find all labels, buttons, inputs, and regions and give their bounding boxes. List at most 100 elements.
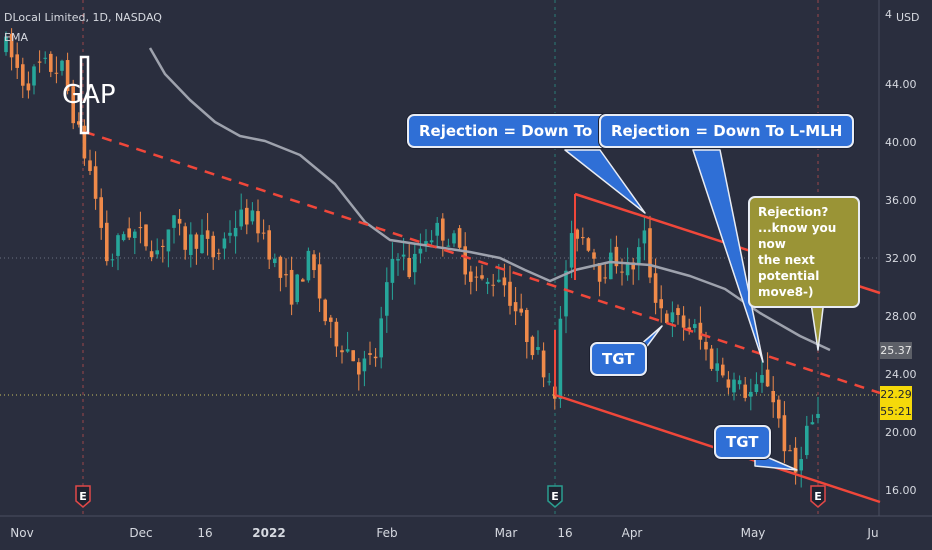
candle-body-94	[525, 310, 529, 342]
candle-body-114	[637, 247, 641, 266]
candle-body-68	[379, 318, 383, 358]
candle-body-133	[743, 384, 747, 398]
candle-body-35	[194, 234, 199, 249]
candle-body-139	[777, 399, 781, 419]
candle-body-60	[334, 321, 339, 347]
candle-body-66	[368, 353, 372, 355]
candle-body-89	[497, 279, 501, 282]
candle-body-23	[127, 228, 131, 238]
event-marker-2	[547, 485, 563, 508]
candle-body-20	[110, 259, 115, 261]
callout-rejection-lmlh: Rejection = Down To L-MLH	[599, 114, 855, 148]
candle-body-7	[37, 61, 42, 63]
candle-body-122	[681, 315, 686, 328]
x-tick-label-5: Feb	[376, 526, 397, 540]
candle-body-65	[362, 358, 367, 372]
x-tick-label-8: Apr	[622, 526, 643, 540]
callout-rejection-cl: Rejection = Down To CL	[407, 114, 631, 148]
candle-body-86	[480, 275, 484, 279]
candle-body-82	[457, 228, 462, 248]
candle-body-42	[233, 227, 238, 237]
candle-body-40	[222, 238, 227, 249]
candle-body-121	[676, 308, 680, 316]
candle-body-98	[547, 381, 551, 383]
candle-body-125	[698, 322, 703, 340]
candle-body-41	[228, 232, 232, 236]
candle-body-37	[205, 230, 210, 239]
y-tick-label-3: 40.00	[885, 136, 917, 149]
candle-body-32	[177, 218, 182, 224]
candle-body-117	[653, 273, 658, 303]
candle-body-61	[340, 350, 344, 353]
median-line-dashed	[84, 130, 881, 395]
candle-body-69	[385, 282, 389, 316]
candle-body-49	[273, 258, 277, 264]
candle-body-80	[446, 245, 451, 247]
x-tick-label-9: May	[741, 526, 766, 540]
candle-body-38	[211, 235, 215, 258]
candle-body-25	[138, 227, 143, 229]
candle-body-59	[329, 317, 333, 322]
candle-body-18	[99, 197, 103, 228]
candle-body-116	[648, 228, 652, 278]
x-tick-label-1: Nov	[10, 526, 33, 540]
x-tick-label-7: 16	[557, 526, 572, 540]
candle-body-34	[189, 234, 193, 256]
indicator-label: EMA	[4, 31, 28, 44]
candle-body-88	[491, 284, 495, 286]
candle-body-120	[670, 312, 675, 323]
candle-body-134	[749, 391, 753, 397]
candle-body-77	[429, 240, 434, 243]
callout-question-line-2: ...know you now	[758, 221, 837, 251]
callout-question: Rejection? ...know you now the next pote…	[748, 196, 860, 308]
candle-body-5	[26, 83, 31, 91]
candle-body-26	[144, 224, 148, 247]
candle-body-146	[816, 413, 820, 418]
candle-body-56	[312, 254, 316, 271]
candle-body-22	[121, 234, 126, 241]
candle-body-21	[116, 235, 120, 256]
candle-body-57	[317, 264, 322, 299]
y-tick-label-6: 28.00	[885, 310, 917, 323]
candle-body-45	[250, 210, 255, 222]
candle-body-131	[732, 379, 736, 393]
candle-body-54	[301, 279, 305, 282]
candle-body-141	[788, 450, 792, 452]
candle-body-47	[261, 232, 266, 234]
candle-body-123	[687, 327, 691, 331]
event-marker-3	[810, 485, 826, 508]
candle-body-101	[564, 270, 568, 317]
candle-body-138	[771, 391, 775, 403]
candle-body-96	[536, 347, 540, 350]
callout-question-line-3: the next potential	[758, 253, 820, 283]
candle-body-14	[77, 121, 81, 125]
candle-body-126	[704, 341, 708, 350]
ema-line	[148, 47, 831, 352]
event-marker-label-2: E	[551, 490, 559, 503]
candle-body-64	[357, 362, 361, 375]
candle-body-142	[793, 447, 798, 473]
callout-question-line-1: Rejection?	[758, 205, 829, 219]
candle-body-128	[715, 363, 719, 371]
y-tick-label-8: 20.00	[885, 426, 917, 439]
candle-body-16	[88, 160, 92, 171]
candle-body-28	[155, 250, 159, 255]
candle-body-92	[513, 302, 518, 312]
callout-tgt-2: TGT	[714, 425, 771, 459]
x-tick-label-2: Dec	[129, 526, 152, 540]
candle-body-13	[71, 86, 75, 124]
y-tick-label-2: 44.00	[885, 78, 917, 91]
candle-body-90	[502, 277, 507, 286]
candle-body-84	[469, 271, 473, 282]
gap-label: GAP	[62, 80, 116, 110]
candle-body-52	[289, 269, 294, 305]
candle-body-79	[441, 218, 445, 241]
candle-body-31	[172, 215, 176, 228]
candle-body-95	[530, 336, 535, 356]
candle-body-50	[278, 256, 283, 278]
candle-body-78	[435, 222, 439, 236]
candle-body-27	[149, 251, 154, 258]
candle-body-115	[642, 230, 647, 244]
symbol-header: DLocal Limited, 1D, NASDAQ	[4, 11, 162, 24]
candle-body-109	[609, 252, 613, 280]
